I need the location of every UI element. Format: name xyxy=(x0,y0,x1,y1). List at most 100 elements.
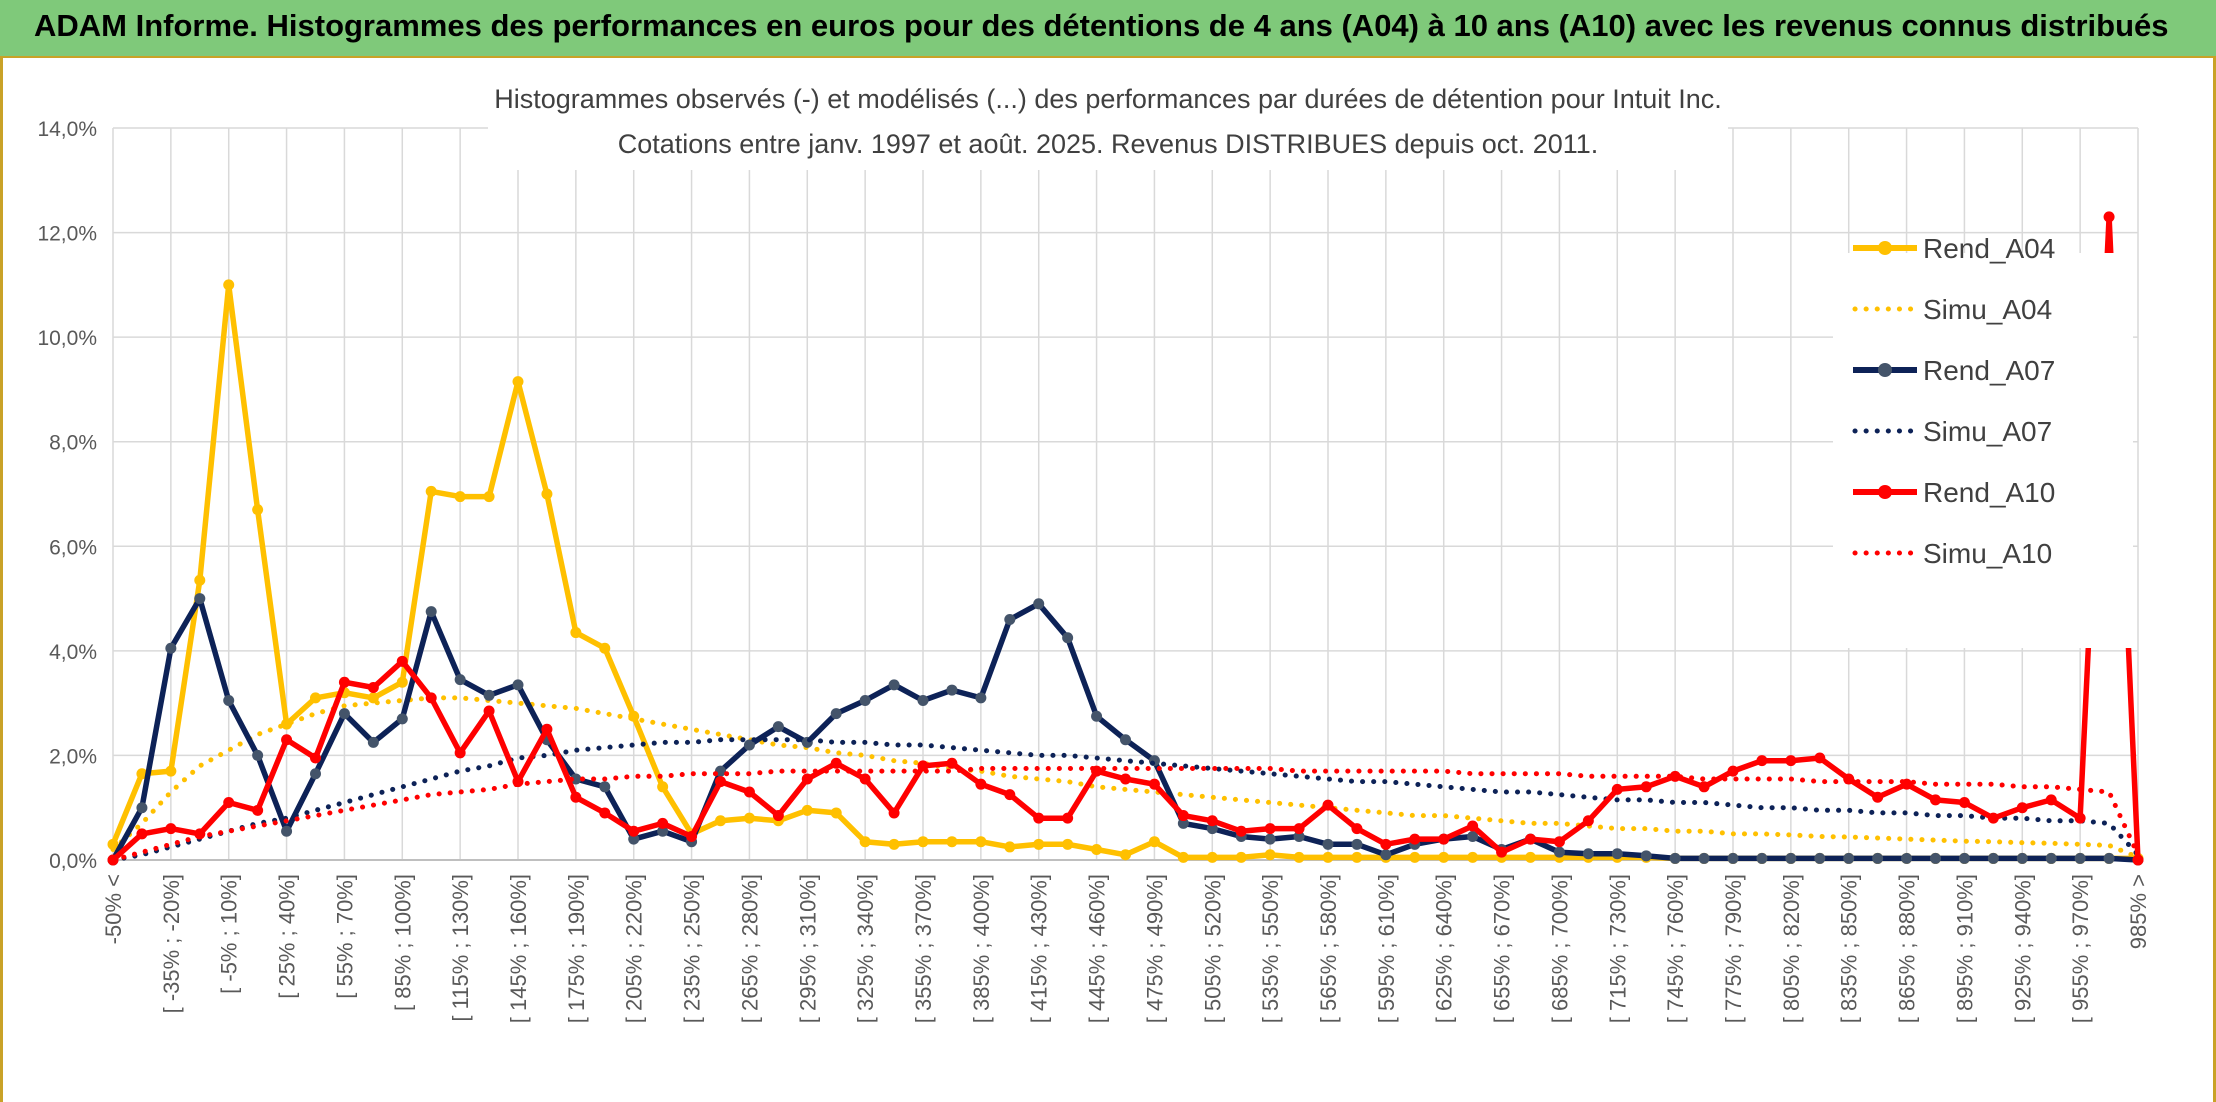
data-point xyxy=(107,838,119,850)
data-point xyxy=(1785,755,1797,767)
data-point xyxy=(1467,830,1479,842)
data-point xyxy=(483,689,495,701)
data-point xyxy=(859,773,871,785)
data-point xyxy=(165,765,177,777)
header-banner: ADAM Informe. Histogrammes des performan… xyxy=(0,0,2216,58)
data-point xyxy=(1669,852,1681,864)
data-point xyxy=(512,376,524,388)
data-point xyxy=(657,825,669,837)
data-point xyxy=(2074,812,2086,824)
data-point xyxy=(1409,851,1421,863)
data-point xyxy=(830,807,842,819)
chart-title-area: Histogrammes observés (-) et modélisés (… xyxy=(488,60,1728,170)
data-point xyxy=(1438,833,1450,845)
data-point xyxy=(310,768,321,780)
data-point xyxy=(483,491,495,503)
data-point xyxy=(1235,825,1247,837)
x-tick-label: [ 775% ; 790%] xyxy=(1721,874,1746,1023)
data-point xyxy=(743,739,755,751)
data-point xyxy=(599,642,611,654)
legend-label: Simu_A04 xyxy=(1923,294,2052,325)
data-point xyxy=(1640,781,1652,793)
data-point xyxy=(1091,710,1103,722)
x-tick-label: [ 895% ; 910%] xyxy=(1952,874,1977,1023)
data-point xyxy=(1120,734,1131,746)
series-rend-a07 xyxy=(107,593,2144,866)
x-tick-label: [ 505% ; 520%] xyxy=(1200,874,1225,1023)
data-point xyxy=(1467,820,1479,832)
data-point xyxy=(1669,770,1681,782)
series-simu-a07 xyxy=(110,737,2141,863)
data-point xyxy=(570,791,582,803)
data-point xyxy=(541,723,553,735)
data-point xyxy=(1177,817,1189,829)
data-point xyxy=(2045,794,2057,806)
data-point xyxy=(1930,852,1941,864)
legend-label: Rend_A10 xyxy=(1923,477,2055,508)
data-point xyxy=(1033,838,1045,850)
data-point xyxy=(1930,794,1941,806)
legend-marker xyxy=(1878,485,1892,499)
data-point xyxy=(1582,815,1594,827)
data-point xyxy=(223,695,235,707)
data-point xyxy=(396,713,408,725)
data-point xyxy=(1206,815,1218,827)
x-tick-label: [ 55% ; 70%] xyxy=(332,874,357,999)
data-point xyxy=(1004,613,1016,625)
data-point xyxy=(396,676,408,688)
data-point xyxy=(1264,849,1276,861)
data-point xyxy=(1062,838,1074,850)
y-tick-label: 14,0% xyxy=(37,118,97,141)
data-point xyxy=(1235,851,1247,863)
data-point xyxy=(1120,849,1131,861)
data-point xyxy=(1033,598,1045,610)
legend-item: Rend_A07 xyxy=(1853,355,2055,386)
data-point xyxy=(396,655,408,667)
legend-label: Rend_A07 xyxy=(1923,355,2055,386)
data-point xyxy=(1843,852,1855,864)
data-point xyxy=(1553,836,1565,848)
data-point xyxy=(194,593,206,605)
data-point xyxy=(1062,632,1074,644)
legend-marker xyxy=(1878,241,1892,255)
data-point xyxy=(1322,838,1334,850)
x-tick-label: -50% < xyxy=(101,874,126,944)
data-point xyxy=(859,836,871,848)
data-point xyxy=(1091,844,1103,856)
legend-label: Simu_A10 xyxy=(1923,538,2052,569)
data-point xyxy=(2074,852,2086,864)
data-point xyxy=(1293,823,1305,835)
data-point xyxy=(454,491,466,503)
data-point xyxy=(1351,851,1363,863)
y-tick-label: 4,0% xyxy=(49,641,97,664)
x-tick-label: [ 175% ; 190%] xyxy=(564,874,589,1023)
data-point xyxy=(1582,848,1594,860)
data-point xyxy=(1467,851,1479,863)
data-point xyxy=(1293,851,1305,863)
data-point xyxy=(1727,852,1739,864)
data-point xyxy=(801,773,813,785)
data-point xyxy=(252,504,264,516)
data-point xyxy=(657,781,669,793)
data-point xyxy=(541,488,553,500)
legend-marker xyxy=(1878,363,1892,377)
data-point xyxy=(223,796,235,808)
data-point xyxy=(1380,838,1392,850)
x-axis: -50% < [ -35% ; -20%] [ -5% ; 10%] [ 25% ; … xyxy=(101,859,2151,1023)
data-point xyxy=(1062,812,1074,824)
data-point xyxy=(1872,791,1884,803)
series-simu-a04 xyxy=(110,695,2141,860)
data-point xyxy=(310,752,321,764)
x-tick-label: [ 205% ; 220%] xyxy=(622,874,647,1023)
data-point xyxy=(252,804,264,816)
data-point xyxy=(425,485,437,497)
data-point xyxy=(454,674,466,686)
data-point xyxy=(1148,778,1160,790)
legend-item: Rend_A04 xyxy=(1853,233,2055,264)
data-point xyxy=(1756,852,1768,864)
data-point xyxy=(165,823,177,835)
data-point xyxy=(599,781,611,793)
data-point xyxy=(1351,838,1363,850)
data-point xyxy=(2103,211,2115,223)
x-tick-label: [ 295% ; 310%] xyxy=(795,874,820,1023)
